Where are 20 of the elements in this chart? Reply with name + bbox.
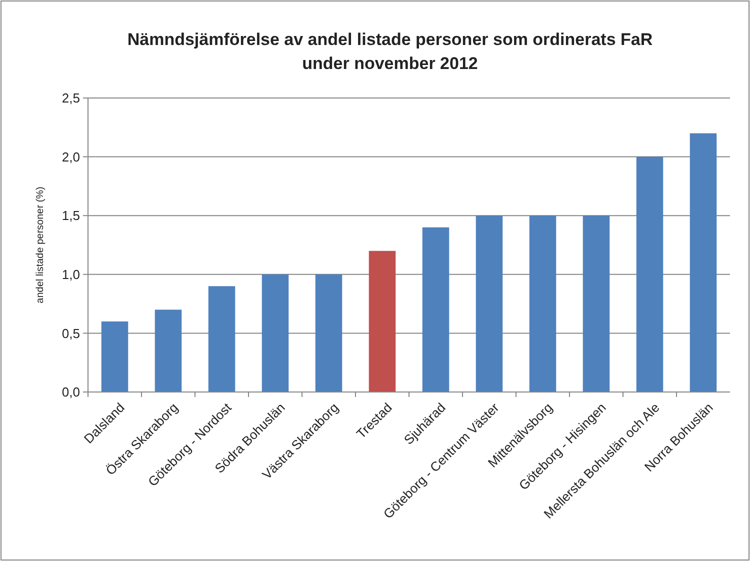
bar	[154, 310, 182, 392]
bar	[262, 274, 289, 392]
bar	[529, 216, 556, 392]
y-tick-label: 2,5	[62, 90, 80, 106]
bar	[422, 227, 450, 392]
bar	[636, 156, 664, 392]
y-tick-label: 1,0	[62, 266, 80, 282]
chart-title: Nämndsjämförelse av andel listade personer som ordinerats FaR under november 2012	[127, 30, 653, 73]
bar	[101, 321, 128, 392]
y-tick-label: 1,5	[62, 208, 80, 224]
y-axis-title: andel listade personer (%)	[35, 186, 46, 304]
y-tick-label: 2,0	[62, 149, 80, 164]
y-tick-label: 0,5	[62, 326, 80, 341]
bar	[690, 133, 717, 392]
y-tick-label: 0,0	[62, 384, 80, 400]
bar	[582, 216, 610, 392]
bar	[368, 250, 396, 392]
bar	[208, 286, 236, 392]
bar	[476, 216, 503, 392]
bar	[315, 274, 342, 392]
